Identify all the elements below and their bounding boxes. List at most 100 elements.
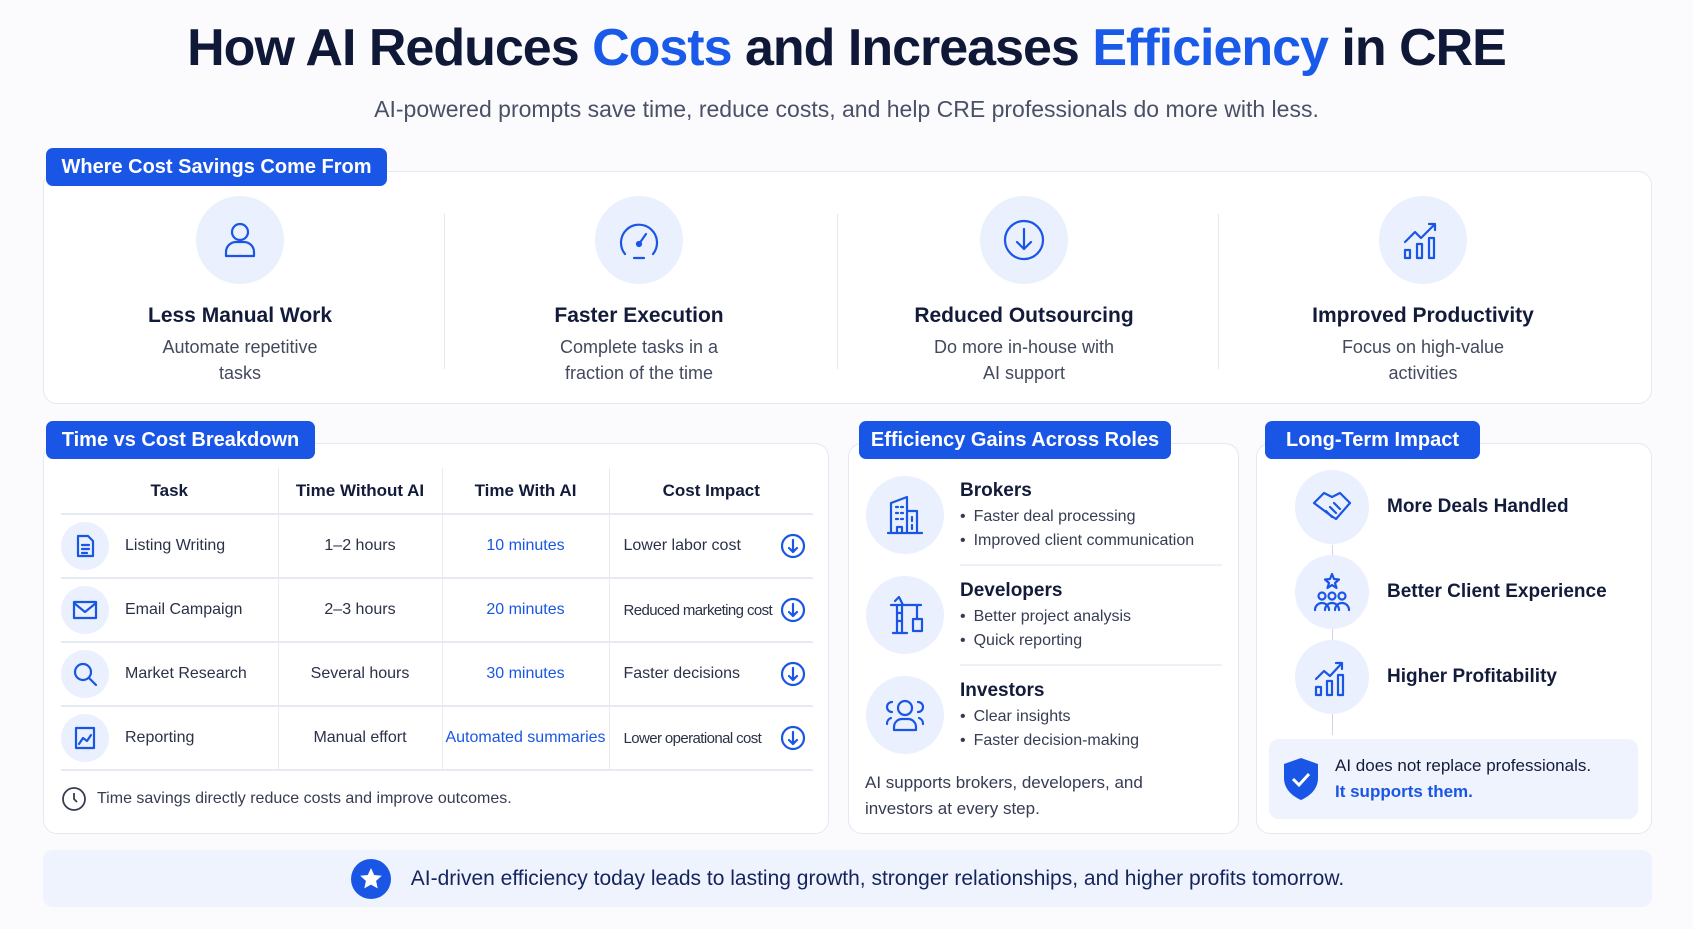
cost-savings-tab: Where Cost Savings Come From [46,148,387,186]
role-bullet: Faster decision-making [960,732,1226,750]
task-name: Market Research [125,665,247,682]
role-bullet: Faster deal processing [960,508,1226,526]
role-investors: Investors Clear insights Faster decision-m… [866,676,1226,754]
arrow-down-circle-icon [779,532,807,560]
time-with-ai: 20 minutes [441,578,609,643]
impact-tab: Long-Term Impact [1265,421,1480,459]
feature-title: Less Manual Work [148,304,332,327]
role-name: Developers [960,580,1063,601]
feature-desc: AI support [982,363,1066,383]
column-header: Time With AI [441,468,609,515]
cost-savings-card [43,171,1652,404]
task-name: Listing Writing [125,537,226,554]
banner-text: AI-driven efficiency today leads to last… [410,866,1345,890]
impact-label: More Deals Handled [1387,496,1569,517]
role-brokers: Brokers Faster deal processing Improved cl… [866,476,1226,554]
divider [837,214,838,369]
role-bullet: Clear insights [960,708,1226,726]
shield-check-icon [1284,758,1318,800]
feature-improved-productivity: Improved Productivity Focus on high-valu… [1243,196,1603,386]
mail-icon [61,586,109,634]
building-icon [866,476,944,554]
breakdown-table: Task Time Without AI Time With AI Cost I… [61,468,813,771]
roles-tab: Efficiency Gains Across Roles [859,421,1171,459]
breakdown-note: Time savings directly reduce costs and i… [61,786,512,812]
breakdown-tab: Time vs Cost Breakdown [46,421,315,459]
cost-impact: Faster decisions [623,665,741,682]
column-header: Task [61,468,278,515]
feature-faster-execution: Faster Execution Complete tasks in a frac… [459,196,819,386]
search-icon [61,650,109,698]
impact-item: Higher Profitability [1295,640,1557,714]
page-title: How AI Reduces Costs and Increases Effic… [187,19,1507,77]
roles-summary: AI supports brokers, developers, and inv… [865,773,1143,818]
impact-callout: AI does not replace professionals. It su… [1269,739,1638,819]
feature-title: Improved Productivity [1312,304,1534,327]
table-row: Listing Writing 1–2 hours 10 minutes Low… [61,514,813,579]
impact-label: Higher Profitability [1387,666,1557,687]
star-icon [350,858,391,899]
feature-less-manual-work: Less Manual Work Automate repetitive task… [60,196,420,386]
column-header: Cost Impact [608,468,813,515]
feature-desc: Automate repetitive [162,337,318,357]
column-header: Time Without AI [277,468,442,515]
growth-chart-icon [1379,196,1467,284]
impact-label: Better Client Experience [1387,581,1607,602]
role-bullet: Quick reporting [960,632,1226,650]
table-row: Market Research Several hours 30 minutes… [61,642,813,707]
bottom-banner: AI-driven efficiency today leads to last… [43,850,1652,907]
arrow-down-circle-icon [779,596,807,624]
time-without-ai: 2–3 hours [277,578,442,643]
impact-item: Better Client Experience [1295,555,1607,629]
page-subtitle: AI-powered prompts save time, reduce cos… [374,96,1319,122]
divider [960,564,1222,566]
time-without-ai: Several hours [277,642,442,707]
role-name: Brokers [960,480,1032,501]
document-icon [61,522,109,570]
role-bullet: Improved client communication [960,532,1226,550]
arrow-down-circle-icon [980,196,1068,284]
feature-title: Faster Execution [554,304,724,327]
note-text: Time savings directly reduce costs and i… [97,790,512,807]
feature-desc: tasks [218,363,261,383]
feature-desc: fraction of the time [564,363,714,383]
role-name: Investors [960,680,1045,701]
divider [1218,214,1219,369]
task-name: Reporting [125,729,195,746]
feature-desc: Focus on high-value [1341,337,1505,357]
time-with-ai: 10 minutes [441,514,609,579]
time-with-ai: 30 minutes [441,642,609,707]
feature-title: Reduced Outsourcing [914,304,1134,327]
arrow-down-circle-icon [779,724,807,752]
speedometer-icon [595,196,683,284]
client-star-icon [1295,555,1369,629]
people-icon [866,676,944,754]
table-row: Reporting Manual effort Automated summar… [61,706,813,771]
callout-emphasis: It supports them. [1335,782,1473,801]
feature-desc: Do more in-house with [933,337,1115,357]
divider [960,664,1222,666]
task-name: Email Campaign [125,601,243,618]
user-icon [196,196,284,284]
impact-item: More Deals Handled [1295,470,1569,544]
time-without-ai: 1–2 hours [277,514,442,579]
feature-desc: activities [1388,363,1458,383]
growth-chart-icon [1295,640,1369,714]
handshake-icon [1295,470,1369,544]
feature-reduced-outsourcing: Reduced Outsourcing Do more in-house wit… [844,196,1204,386]
clock-icon [62,787,86,811]
arrow-down-circle-icon [779,660,807,688]
cost-impact: Lower labor cost [623,537,741,554]
table-header: Task Time Without AI Time With AI Cost I… [61,468,813,515]
time-without-ai: Manual effort [277,706,442,771]
role-bullet: Better project analysis [960,608,1226,626]
callout-text: AI does not replace professionals. [1335,756,1592,775]
table-row: Email Campaign 2–3 hours 20 minutes Redu… [61,578,813,643]
role-developers: Developers Better project analysis Quick r… [866,576,1226,654]
cost-impact: Lower operational cost [623,729,762,747]
divider [444,214,445,369]
crane-icon [866,576,944,654]
time-with-ai: Automated summaries [441,706,609,771]
feature-desc: Complete tasks in a [559,337,719,357]
cost-impact: Reduced marketing cost [623,601,773,619]
